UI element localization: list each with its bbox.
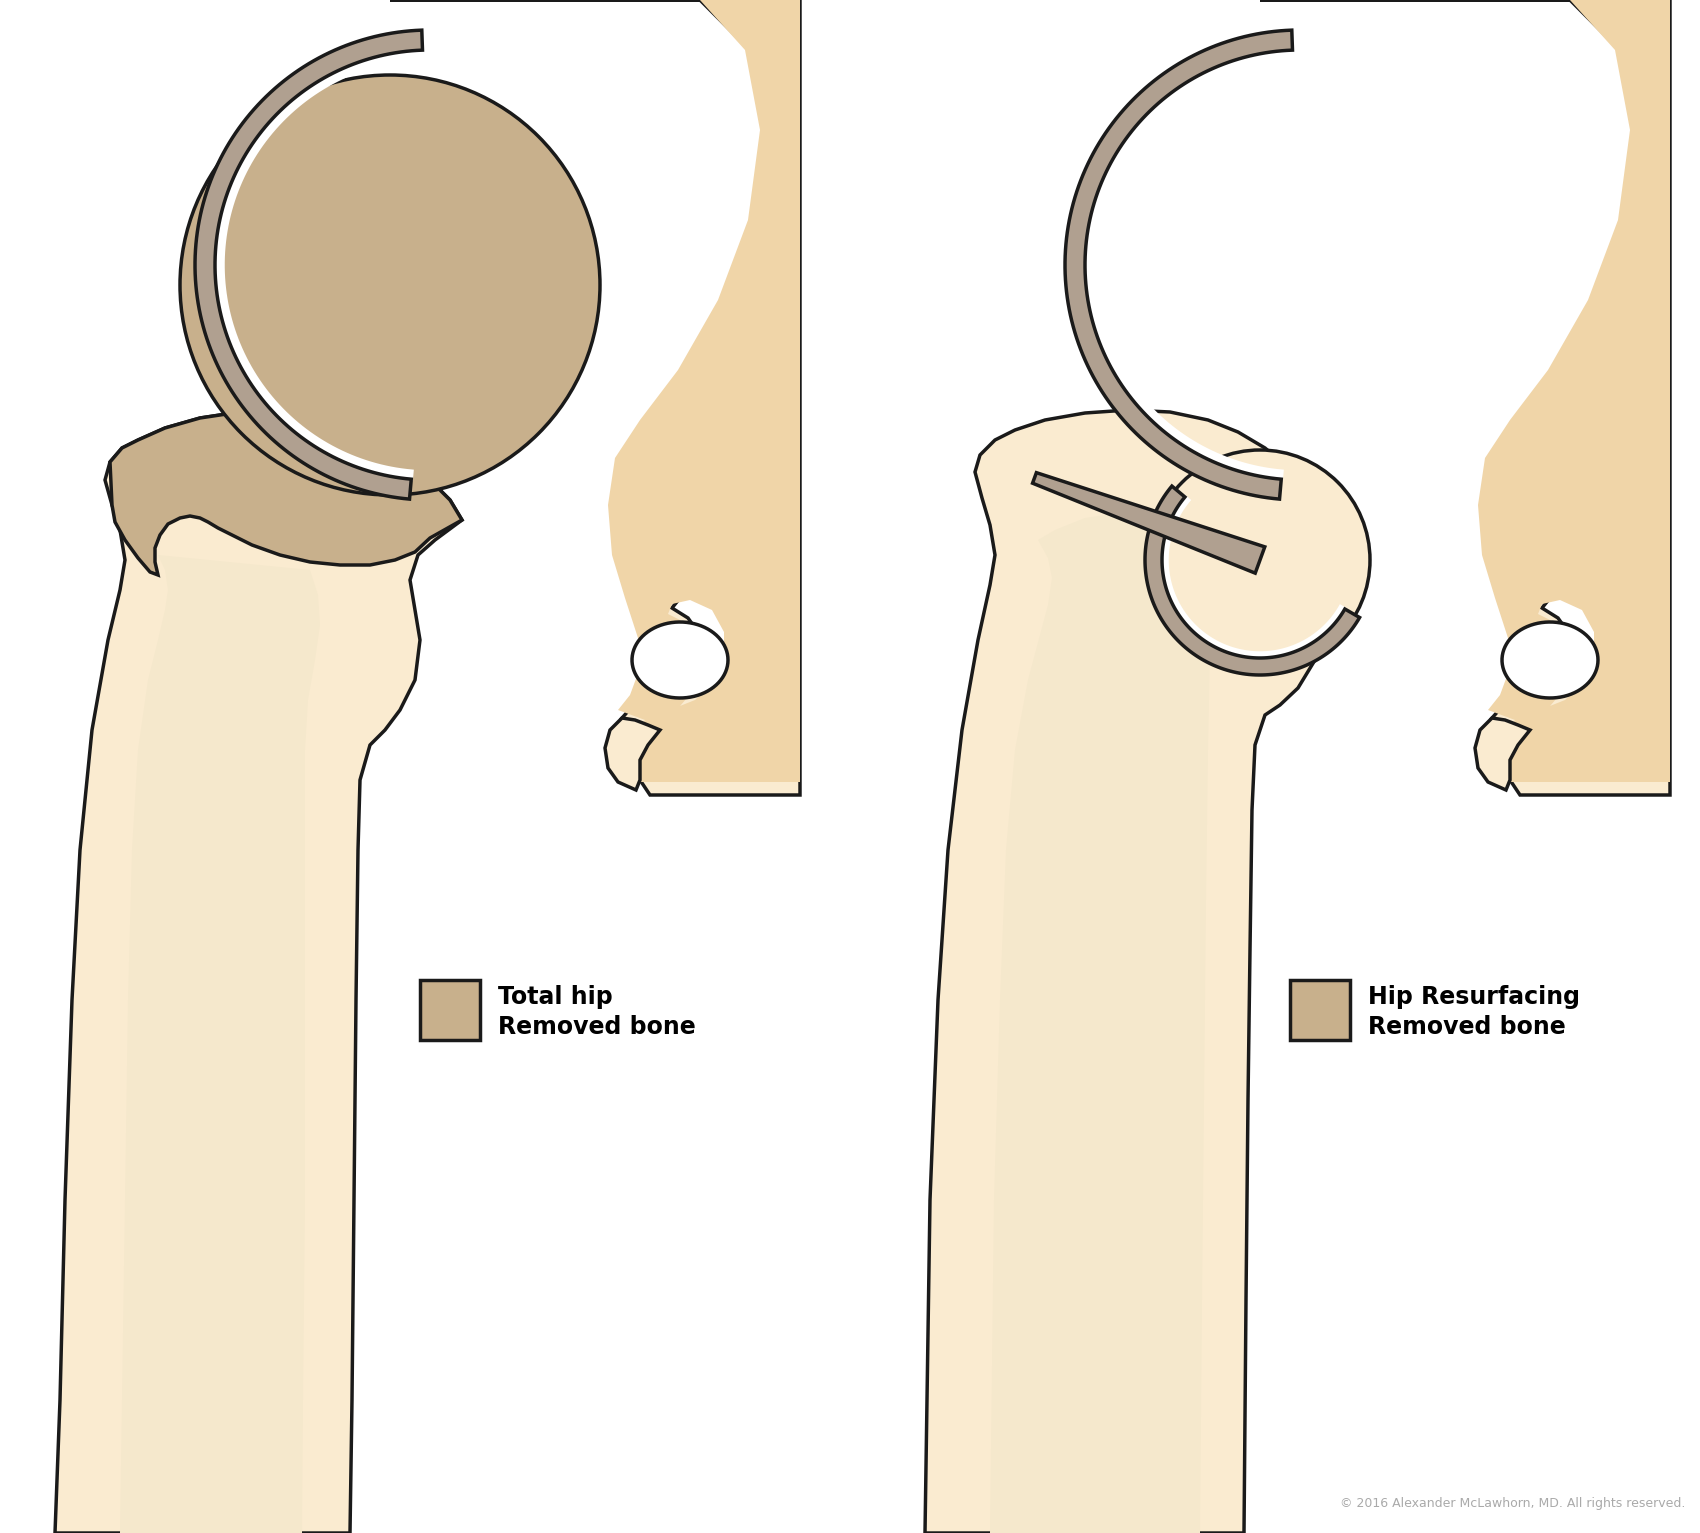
Polygon shape <box>214 51 423 480</box>
Circle shape <box>180 75 600 495</box>
Polygon shape <box>989 512 1227 1533</box>
Polygon shape <box>1300 0 1669 782</box>
Polygon shape <box>430 0 801 782</box>
Polygon shape <box>1163 497 1345 658</box>
Polygon shape <box>121 555 320 1533</box>
Text: Removed bone: Removed bone <box>1368 1015 1566 1039</box>
Polygon shape <box>632 622 728 698</box>
Polygon shape <box>1503 622 1598 698</box>
Text: Total hip: Total hip <box>498 984 612 1009</box>
Text: Hip Resurfacing: Hip Resurfacing <box>1368 984 1579 1009</box>
Polygon shape <box>1476 717 1530 789</box>
Polygon shape <box>605 717 660 789</box>
Text: © 2016 Alexander McLawhorn, MD. All rights reserved.: © 2016 Alexander McLawhorn, MD. All righ… <box>1340 1498 1685 1510</box>
Bar <box>1290 980 1350 1039</box>
Polygon shape <box>1032 472 1265 573</box>
Polygon shape <box>925 409 1336 1533</box>
Polygon shape <box>110 409 462 575</box>
Bar <box>420 980 479 1039</box>
Polygon shape <box>1146 486 1360 675</box>
Polygon shape <box>389 0 801 796</box>
Polygon shape <box>1260 0 1669 796</box>
Polygon shape <box>54 409 462 1533</box>
Polygon shape <box>1085 51 1292 480</box>
Polygon shape <box>196 31 423 500</box>
Circle shape <box>1149 451 1370 670</box>
Text: Removed bone: Removed bone <box>498 1015 695 1039</box>
Polygon shape <box>1064 31 1292 500</box>
